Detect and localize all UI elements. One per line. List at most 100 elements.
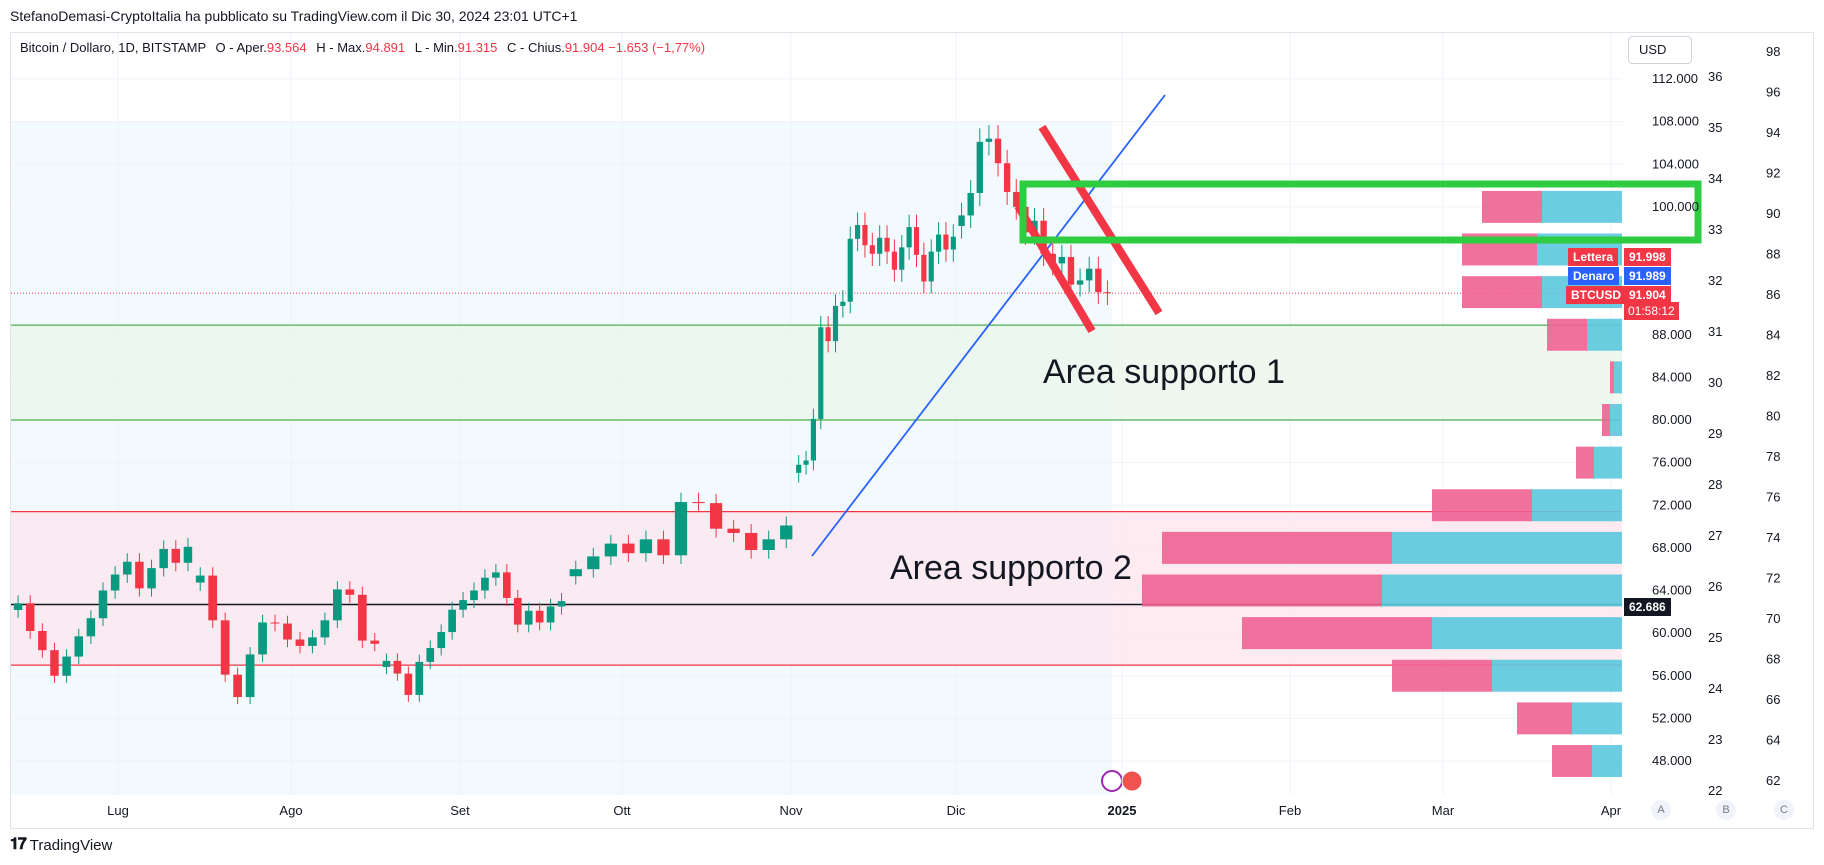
candle-body	[308, 637, 317, 646]
candle-body	[159, 548, 168, 569]
secondary-axis-2-tick: 72	[1766, 571, 1780, 586]
candle-body	[622, 543, 635, 554]
candle-body	[884, 237, 890, 252]
secondary-axis-2-tick: 84	[1766, 328, 1780, 343]
candle-body	[1058, 256, 1066, 264]
secondary-axis-2-tick: 82	[1766, 368, 1780, 383]
axis-a-button[interactable]: A	[1651, 800, 1671, 820]
lightning-icon[interactable]	[1101, 770, 1123, 792]
resistance-box[interactable]	[1019, 180, 1702, 244]
candle-body	[357, 594, 367, 641]
candle-body	[958, 215, 965, 226]
candle-body	[692, 502, 705, 504]
volume-profile-up	[1432, 617, 1622, 650]
secondary-axis-1-tick: 31	[1708, 324, 1722, 339]
session-background	[11, 122, 1112, 795]
secondary-axis-2-tick: 66	[1766, 692, 1780, 707]
volume-profile-up	[1610, 404, 1622, 436]
secondary-axis-2-tick: 70	[1766, 611, 1780, 626]
secondary-axis-2-tick: 88	[1766, 247, 1780, 262]
low-value: 91.315	[457, 40, 498, 55]
chart-frame	[10, 32, 1814, 829]
candle-body	[899, 247, 905, 270]
zone1-label: Area supporto 1	[1043, 353, 1285, 391]
axis-b-button[interactable]: B	[1716, 800, 1736, 820]
candle-body	[404, 673, 413, 695]
candle-body	[535, 610, 544, 623]
volume-profile-up	[1592, 745, 1622, 777]
secondary-axis-2-tick: 94	[1766, 125, 1780, 140]
secondary-axis-2-tick: 86	[1766, 287, 1780, 302]
zone2-label: Area supporto 2	[890, 549, 1132, 587]
candle-body	[847, 238, 853, 302]
trendline[interactable]	[811, 94, 1166, 557]
x-axis-tick: 2025	[1108, 803, 1137, 818]
volume-profile-up	[1392, 531, 1622, 564]
y-axis-tick: 76.000	[1652, 455, 1692, 470]
secondary-axis-2-tick: 68	[1766, 652, 1780, 667]
axis-c-button[interactable]: C	[1774, 800, 1794, 820]
candle-body	[426, 648, 435, 662]
secondary-axis-1-tick: 28	[1708, 477, 1722, 492]
candle-body	[25, 603, 35, 631]
tradingview-logo-icon[interactable]: 𝟏𝟕	[10, 836, 27, 853]
y-axis-tick: 48.000	[1652, 753, 1692, 768]
volume-profile-down	[1482, 190, 1542, 223]
candle-body	[891, 251, 897, 270]
secondary-axis-1-tick: 23	[1708, 732, 1722, 747]
candle-body	[780, 525, 793, 540]
secondary-axis-2-tick: 98	[1766, 44, 1780, 59]
currency-button[interactable]: USD	[1628, 36, 1692, 64]
candle-body	[967, 193, 974, 216]
ask-label-badge: Lettera	[1568, 248, 1619, 266]
red-marker-line-1[interactable]	[1038, 124, 1163, 316]
candle-body	[762, 539, 775, 551]
secondary-axis-2-tick: 92	[1766, 166, 1780, 181]
candle-body	[674, 502, 688, 556]
volume-profile-up	[1532, 489, 1622, 522]
secondary-axis-1-tick: 30	[1708, 375, 1722, 390]
candle-body	[913, 227, 920, 255]
candle-body	[869, 245, 875, 254]
candle-body	[855, 224, 861, 239]
candle-body	[604, 543, 617, 557]
close-label: C - Chius.	[507, 40, 565, 55]
candle-body	[245, 654, 255, 698]
secondary-axis-1-tick: 25	[1708, 630, 1722, 645]
x-axis-tick: Lug	[107, 803, 129, 818]
candle-body	[1013, 191, 1020, 207]
candle-body	[481, 577, 489, 591]
y-axis-tick: 112.000	[1652, 71, 1698, 86]
change-value: −1.653 (−1,77%)	[608, 40, 706, 55]
y-axis-tick: 68.000	[1652, 540, 1692, 555]
candle-body	[470, 590, 478, 601]
us-flag-icon[interactable]	[1121, 770, 1143, 792]
candle-body	[1003, 163, 1011, 192]
candle-body	[877, 237, 883, 254]
red-marker-line-2[interactable]	[1014, 203, 1096, 334]
open-label: O - Aper.	[215, 40, 267, 55]
candle-body	[62, 656, 71, 676]
x-axis-tick: Set	[450, 803, 470, 818]
secondary-axis-1-tick: 32	[1708, 273, 1722, 288]
candle-body	[437, 632, 446, 649]
candle-body	[220, 620, 230, 675]
candle-body	[110, 574, 120, 591]
y-axis-tick: 108.000	[1652, 114, 1699, 129]
volume-profile-down	[1462, 276, 1542, 309]
secondary-axis-2-tick: 78	[1766, 449, 1780, 464]
footer: 𝟏𝟕 TradingView	[10, 836, 112, 854]
candle-body	[415, 661, 424, 695]
bid-price-badge: 91.989	[1624, 267, 1671, 285]
y-axis-tick: 64.000	[1652, 583, 1692, 598]
symbol-title[interactable]: Bitcoin / Dollaro, 1D, BITSTAMP	[20, 40, 206, 55]
ohlc-legend: Bitcoin / Dollaro, 1D, BITSTAMP O - Aper…	[20, 40, 705, 55]
candle-body	[13, 603, 23, 610]
candle-body	[928, 251, 934, 282]
brand-name[interactable]: TradingView	[29, 836, 113, 854]
candle-body	[840, 301, 846, 306]
candle-body	[862, 224, 868, 246]
volume-profile-down	[1610, 361, 1614, 394]
candle-body	[123, 561, 132, 575]
